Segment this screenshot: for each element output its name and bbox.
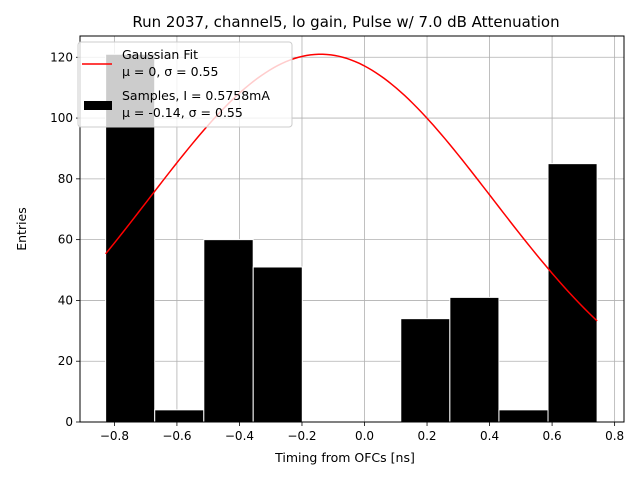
histogram-bar (400, 318, 451, 423)
legend-fit-params: μ = 0, σ = 0.55 (122, 64, 218, 79)
legend-samples-label: Samples, I = 0.5758mA (122, 88, 270, 103)
legend-samples-patch (84, 101, 112, 110)
x-tick-label: 0.0 (355, 429, 374, 443)
plot-frame (79, 35, 625, 423)
x-tick-label: −0.2 (287, 429, 316, 443)
histogram-bar (547, 163, 598, 423)
chart-title: Run 2037, channel5, lo gain, Pulse w/ 7.… (132, 13, 559, 31)
y-tick-label: 100 (50, 111, 73, 125)
histogram-bar (203, 239, 254, 423)
fit-curve (105, 53, 598, 322)
histogram-bar (498, 409, 549, 423)
y-axis-label: Entries (14, 207, 29, 251)
y-tick-label: 40 (58, 293, 73, 307)
x-tick-label: 0.8 (605, 429, 624, 443)
y-tick-label: 60 (58, 233, 73, 247)
histogram-bar (252, 266, 303, 423)
y-tick-label: 80 (58, 172, 73, 186)
legend-fit-label: Gaussian Fit (122, 47, 198, 62)
y-axis-ticks: 0 20 40 60 80 100 120 (50, 50, 80, 429)
x-axis-label: Timing from OFCs [ns] (274, 450, 415, 465)
x-axis-ticks: −0.8 −0.6 −0.4 −0.2 0.0 0.2 0.4 0.6 0.8 (100, 422, 624, 443)
legend-box (77, 41, 293, 128)
legend: Gaussian Fit μ = 0, σ = 0.55 Samples, I … (77, 41, 293, 128)
x-tick-label: 0.6 (543, 429, 562, 443)
x-tick-label: −0.4 (225, 429, 254, 443)
histogram-bar (449, 296, 500, 423)
y-tick-label: 20 (58, 354, 73, 368)
y-tick-label: 0 (65, 415, 73, 429)
x-tick-label: 0.4 (480, 429, 499, 443)
x-tick-label: −0.8 (100, 429, 129, 443)
histogram-bar (154, 409, 205, 423)
y-tick-label: 120 (50, 50, 73, 64)
gaussian-fit (105, 53, 598, 322)
x-tick-label: 0.2 (417, 429, 436, 443)
x-tick-label: −0.6 (162, 429, 191, 443)
legend-samples-params: μ = -0.14, σ = 0.55 (122, 105, 243, 120)
